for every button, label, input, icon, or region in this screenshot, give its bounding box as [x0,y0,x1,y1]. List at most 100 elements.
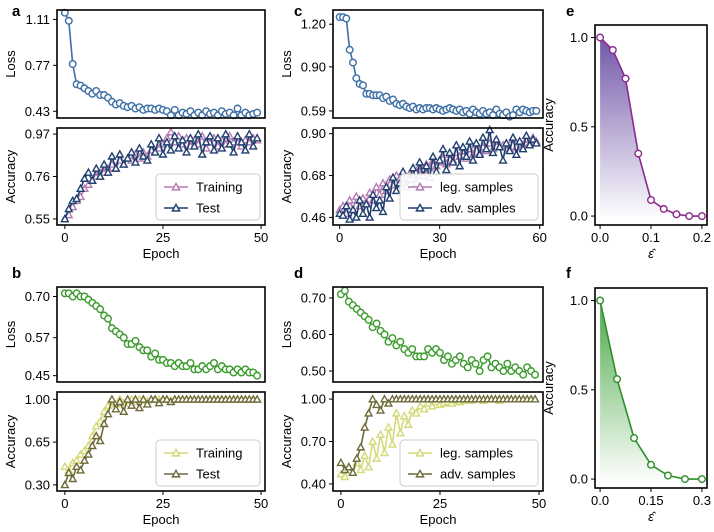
data-point-c-acc-0-13 [378,178,388,187]
data-point-a-acc-0-27 [166,127,176,136]
y-axis-label-f: Accuracy [541,361,556,415]
x-axis-label-e: ε̂ [648,246,657,261]
data-point-e-0-6 [672,210,681,219]
data-point-a-acc-1-5 [79,173,90,182]
x-tick-label-e-1: 0.1 [642,230,660,245]
data-point-a-acc-1-43 [229,147,239,156]
legend-marker-d-acc-0 [415,447,425,457]
data-point-a-acc-1-0 [60,214,70,223]
data-point-b-acc-1-20 [138,394,148,403]
data-point-b-acc-0-9 [95,416,105,425]
data-point-c-acc-1-13 [378,206,388,216]
y-tick-label-e-2: 1.0 [570,30,588,45]
data-point-c-0-5 [352,74,361,83]
data-point-a-acc-1-6 [83,167,93,176]
data-point-d-acc-0-15 [395,428,405,437]
data-point-b-acc-1-49 [252,394,262,403]
data-point-d-0-37 [483,352,492,361]
data-point-c-acc-1-40 [468,155,478,164]
data-point-a-acc-1-7 [87,175,97,184]
data-point-c-acc-1-43 [478,132,488,141]
data-point-d-0-41 [499,367,508,376]
data-point-c-acc-1-4 [348,204,358,214]
data-point-c-acc-1-26 [421,161,431,170]
data-point-a-acc-1-48 [248,141,258,150]
data-point-c-acc-1-36 [455,161,465,170]
data-point-e-0-7 [685,212,694,221]
chart-c-acc: 0.46 0.68 0.90 0 30 60 Accuracy Epoch leg. sampl… [279,125,547,261]
data-point-a-acc-0-6 [83,179,93,189]
data-point-b-acc-1-7 [87,440,97,450]
x-tick-label-b-acc-0: 0 [61,496,68,511]
data-point-a-acc-1-29 [174,143,184,152]
data-point-b-acc-1-8 [91,431,101,440]
legend-label-c-acc-1: adv. samples [440,201,516,216]
data-point-b-0-32 [186,359,195,368]
legend-marker-a-acc-1 [171,202,181,212]
data-point-b-acc-1-1 [64,467,74,477]
data-point-c-acc-1-39 [465,136,475,145]
x-tick-label-a-acc-0: 0 [61,230,68,245]
data-point-b-acc-1-17 [126,400,137,409]
data-point-c-0-3 [345,45,354,54]
y-tick-label-c-acc-2: 0.90 [301,126,326,141]
data-point-a-acc-1-4 [75,183,86,193]
y-tick-label-f-2: 1.0 [570,293,588,308]
legend-label-a-acc-0: Training [196,180,242,195]
data-point-c-acc-1-54 [515,136,525,145]
data-point-a-acc-1-32 [185,133,196,142]
data-point-c-acc-1-33 [445,147,455,157]
data-point-b-acc-1-26 [162,394,172,403]
data-point-b-acc-1-21 [142,399,152,408]
data-point-b-acc-1-23 [150,394,160,403]
y-tick-label-c-acc-0: 0.46 [301,210,326,225]
data-point-c-0-59 [532,106,541,115]
data-point-c-acc-1-1 [338,210,348,219]
data-point-a-acc-1-45 [236,137,247,146]
y-tick-label-b-0: 0.45 [25,368,50,383]
x-tick-label-f-2: 0.3 [693,493,711,508]
data-point-b-0-18 [131,336,140,345]
x-tick-label-a-acc-2: 50 [254,230,268,245]
data-point-c-acc-1-32 [441,165,451,174]
legend-marker-d-acc-1 [415,468,425,478]
area-fill-e [600,37,702,217]
data-point-b-acc-1-11 [103,409,113,418]
data-point-c-acc-1-16 [388,172,398,181]
y-tick-label-d-acc-0: 0.40 [301,476,326,491]
data-point-a-acc-1-40 [217,143,227,152]
legend-label-d-acc-1: adv. samples [440,467,516,482]
data-point-a-acc-1-9 [95,171,105,180]
data-point-d-acc-0-16 [399,411,409,420]
axes-frame-c [332,9,544,119]
chart-c: 0.59 0.90 1.20 Loss [279,9,544,121]
data-point-b-acc-1-6 [83,449,93,458]
data-point-a-acc-1-12 [107,151,117,160]
data-point-d-acc-0-13 [387,439,398,448]
data-point-a-acc-1-13 [111,163,121,172]
y-tick-label-a-acc-2: 0.97 [25,127,50,142]
y-axis-label-a: Loss [3,50,18,78]
data-point-a-acc-1-20 [138,151,148,160]
data-point-d-acc-0-5 [356,464,366,474]
legend-marker-b-acc-0 [171,447,181,457]
data-point-c-acc-0-3 [345,195,355,204]
legend-marker-b-acc-1 [171,468,181,478]
y-tick-label-b-acc-2: 1.00 [25,392,50,407]
data-point-c-acc-1-56 [521,130,531,140]
data-point-f-0-0 [596,296,605,305]
data-point-d-0-32 [463,363,472,372]
legend-marker-c-acc-0 [415,181,425,191]
x-tick-label-f-1: 0.15 [638,493,663,508]
data-point-a-acc-1-46 [240,145,250,154]
data-point-d-acc-0-22 [423,398,433,407]
legend-d-acc: leg. samples adv. samples [399,439,539,487]
data-point-a-acc-1-41 [221,129,231,138]
panel-label-a: a [12,3,21,20]
data-point-d-acc-1-7 [364,408,374,417]
data-point-b-0-9 [96,305,105,314]
data-point-d-acc-0-10 [375,429,386,438]
legend-marker-c-acc-1 [415,202,425,212]
chart-b: 0.45 0.57 0.70 Loss [3,286,266,383]
area-fill-f [600,300,702,480]
